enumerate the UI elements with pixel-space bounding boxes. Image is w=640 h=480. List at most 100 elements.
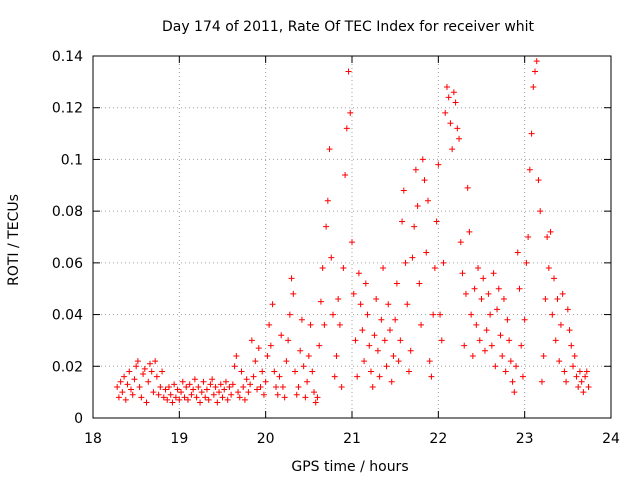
- data-point: [214, 399, 221, 406]
- x-tick-label: 24: [602, 431, 620, 447]
- data-point: [229, 381, 236, 388]
- data-point: [433, 218, 440, 225]
- data-point: [540, 352, 547, 359]
- data-point: [231, 363, 238, 370]
- data-point: [573, 373, 580, 380]
- data-point: [494, 306, 501, 313]
- data-point: [209, 376, 216, 383]
- data-point: [473, 321, 480, 328]
- data-point: [326, 146, 333, 153]
- data-point: [117, 378, 124, 385]
- data-point: [171, 381, 178, 388]
- data-point: [316, 342, 323, 349]
- data-point: [492, 363, 499, 370]
- data-point: [235, 389, 242, 396]
- data-point: [461, 342, 468, 349]
- data-point: [129, 391, 136, 398]
- data-point: [452, 99, 459, 106]
- y-tick-label: 0.06: [52, 256, 83, 272]
- data-point: [380, 265, 387, 272]
- data-point: [281, 394, 288, 401]
- data-point: [454, 125, 461, 132]
- data-point: [511, 389, 518, 396]
- data-point: [309, 368, 316, 375]
- data-point: [304, 378, 311, 385]
- data-point: [532, 68, 539, 75]
- data-point: [478, 296, 485, 303]
- data-point: [419, 156, 426, 163]
- data-point: [551, 275, 558, 282]
- data-point: [241, 396, 248, 403]
- data-point: [278, 332, 285, 339]
- data-point: [200, 378, 207, 385]
- data-point: [575, 383, 582, 390]
- data-point: [411, 223, 418, 230]
- x-tick-label: 20: [257, 431, 275, 447]
- data-point: [576, 368, 583, 375]
- axis-ticks: [92, 55, 612, 419]
- data-point: [442, 109, 449, 116]
- data-point: [183, 383, 190, 390]
- data-point: [302, 394, 309, 401]
- data-point: [366, 342, 373, 349]
- data-point: [424, 197, 431, 204]
- data-point: [283, 358, 290, 365]
- data-point: [119, 389, 126, 396]
- data-point: [530, 84, 537, 91]
- data-point: [459, 270, 466, 277]
- data-point: [383, 363, 390, 370]
- data-point: [435, 161, 442, 168]
- y-tick-label: 0.14: [52, 49, 83, 65]
- data-point: [506, 337, 513, 344]
- data-point: [176, 396, 183, 403]
- data-point: [390, 352, 397, 359]
- data-point: [583, 368, 590, 375]
- data-point: [462, 290, 469, 297]
- data-point: [145, 378, 152, 385]
- data-point: [181, 394, 188, 401]
- data-point: [228, 391, 235, 398]
- data-point: [271, 368, 278, 375]
- data-point: [254, 386, 261, 393]
- data-point: [468, 311, 475, 318]
- data-point: [238, 368, 245, 375]
- data-point: [133, 363, 140, 370]
- data-point: [438, 337, 445, 344]
- data-point: [374, 347, 381, 354]
- data-point: [483, 327, 490, 334]
- data-point: [487, 311, 494, 318]
- data-point: [407, 347, 414, 354]
- data-point: [450, 89, 457, 96]
- y-tick-label: 0: [74, 411, 83, 427]
- data-point: [248, 337, 255, 344]
- data-point: [445, 94, 452, 101]
- data-point: [226, 383, 233, 390]
- data-point: [516, 285, 523, 292]
- data-point: [578, 378, 585, 385]
- data-point: [464, 184, 471, 191]
- data-point: [570, 363, 577, 370]
- data-point: [195, 383, 202, 390]
- data-point: [456, 135, 463, 142]
- data-point: [174, 386, 181, 393]
- data-point: [557, 321, 564, 328]
- data-point: [585, 383, 592, 390]
- data-point: [336, 321, 343, 328]
- data-point: [538, 378, 545, 385]
- x-tick-label: 19: [170, 431, 188, 447]
- data-point: [354, 373, 361, 380]
- data-point: [378, 316, 385, 323]
- data-point: [319, 265, 326, 272]
- data-point: [328, 254, 335, 261]
- x-tick-label: 23: [516, 431, 534, 447]
- data-point: [525, 234, 532, 240]
- grid-lines: [93, 56, 611, 418]
- data-point: [469, 352, 476, 359]
- data-point: [402, 259, 409, 266]
- data-point: [485, 290, 492, 297]
- x-tick-labels: 18 19 20 21 22 23 24: [84, 431, 620, 447]
- data-point: [568, 342, 575, 349]
- data-point: [352, 337, 359, 344]
- data-point: [481, 347, 488, 354]
- data-point: [247, 381, 254, 388]
